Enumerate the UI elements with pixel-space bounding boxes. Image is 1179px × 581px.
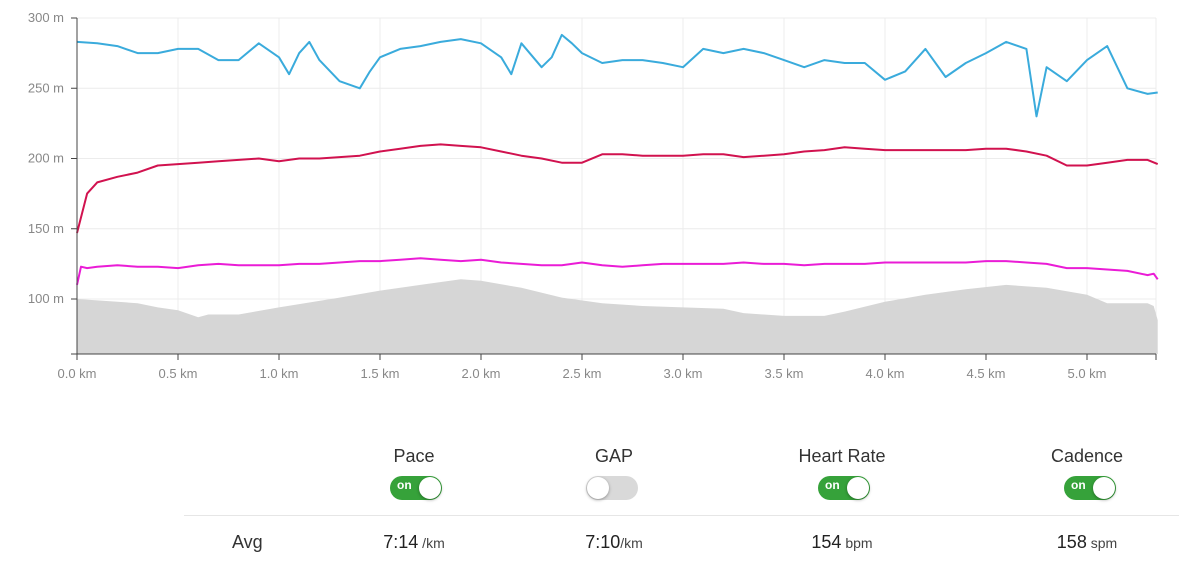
x-tick-label: 2.5 km (562, 366, 601, 381)
cadence-toggle-text: on (1071, 478, 1086, 492)
heart-rate-toggle-knob (847, 477, 869, 499)
pace-toggle-knob (419, 477, 441, 499)
metric-label-gap: GAP (594, 446, 633, 466)
avg-label: Avg (232, 532, 263, 552)
pace-toggle-text: on (397, 478, 412, 492)
cadence-toggle-knob (1093, 477, 1115, 499)
x-tick-label: 2.0 km (461, 366, 500, 381)
x-tick-label: 3.5 km (764, 366, 803, 381)
avg-heart-rate-value: 154 (811, 532, 842, 552)
cadence-toggle[interactable]: on (1064, 476, 1116, 500)
avg-heart-rate-unit: bpm (841, 535, 873, 551)
y-tick-label: 100 m (28, 291, 64, 306)
series-line-1 (76, 33, 1158, 118)
avg-gap-unit: /km (620, 535, 643, 551)
y-tick-label: 200 m (28, 151, 64, 166)
y-tick-label: 300 m (28, 10, 64, 25)
avg-cadence: 158 spm (987, 532, 1179, 553)
x-tick-label: 0.0 km (57, 366, 96, 381)
chart: 100 m 150 m 200 m 250 m 300 m 0.0 km 0.5 km 1.0… (28, 10, 1159, 381)
metric-label-heart-rate: Heart Rate (798, 446, 886, 466)
avg-cadence-unit: spm (1086, 535, 1118, 551)
x-tick-label: 1.5 km (360, 366, 399, 381)
y-tick-label: 250 m (28, 80, 64, 95)
gap-toggle-knob (587, 477, 609, 499)
series-line-2 (76, 143, 1159, 234)
stats-divider (184, 515, 1179, 516)
gap-toggle[interactable] (586, 476, 638, 500)
x-tick-label: 4.5 km (966, 366, 1005, 381)
x-tick-label: 0.5 km (158, 366, 197, 381)
metric-label-pace: Pace (393, 446, 435, 466)
avg-heart-rate: 154 bpm (742, 532, 942, 553)
metric-label-cadence: Cadence (1050, 446, 1124, 466)
x-tick-label: 1.0 km (259, 366, 298, 381)
elevation-area (77, 279, 1158, 354)
avg-pace-unit: /km (418, 535, 445, 551)
x-tick-label: 5.0 km (1067, 366, 1106, 381)
x-tick-label: 4.0 km (865, 366, 904, 381)
y-tick-label: 150 m (28, 221, 64, 236)
x-tick-label: 3.0 km (663, 366, 702, 381)
avg-cadence-value: 158 (1056, 532, 1087, 552)
pace-toggle[interactable]: on (390, 476, 442, 500)
series-line-3 (76, 257, 1159, 286)
avg-gap-value: 7:10 (585, 532, 621, 552)
heart-rate-toggle-text: on (825, 478, 840, 492)
heart-rate-toggle[interactable]: on (818, 476, 870, 500)
avg-pace: 7:14 /km (314, 532, 514, 553)
avg-gap: 7:10/km (514, 532, 714, 553)
avg-pace-value: 7:14 (383, 532, 419, 552)
